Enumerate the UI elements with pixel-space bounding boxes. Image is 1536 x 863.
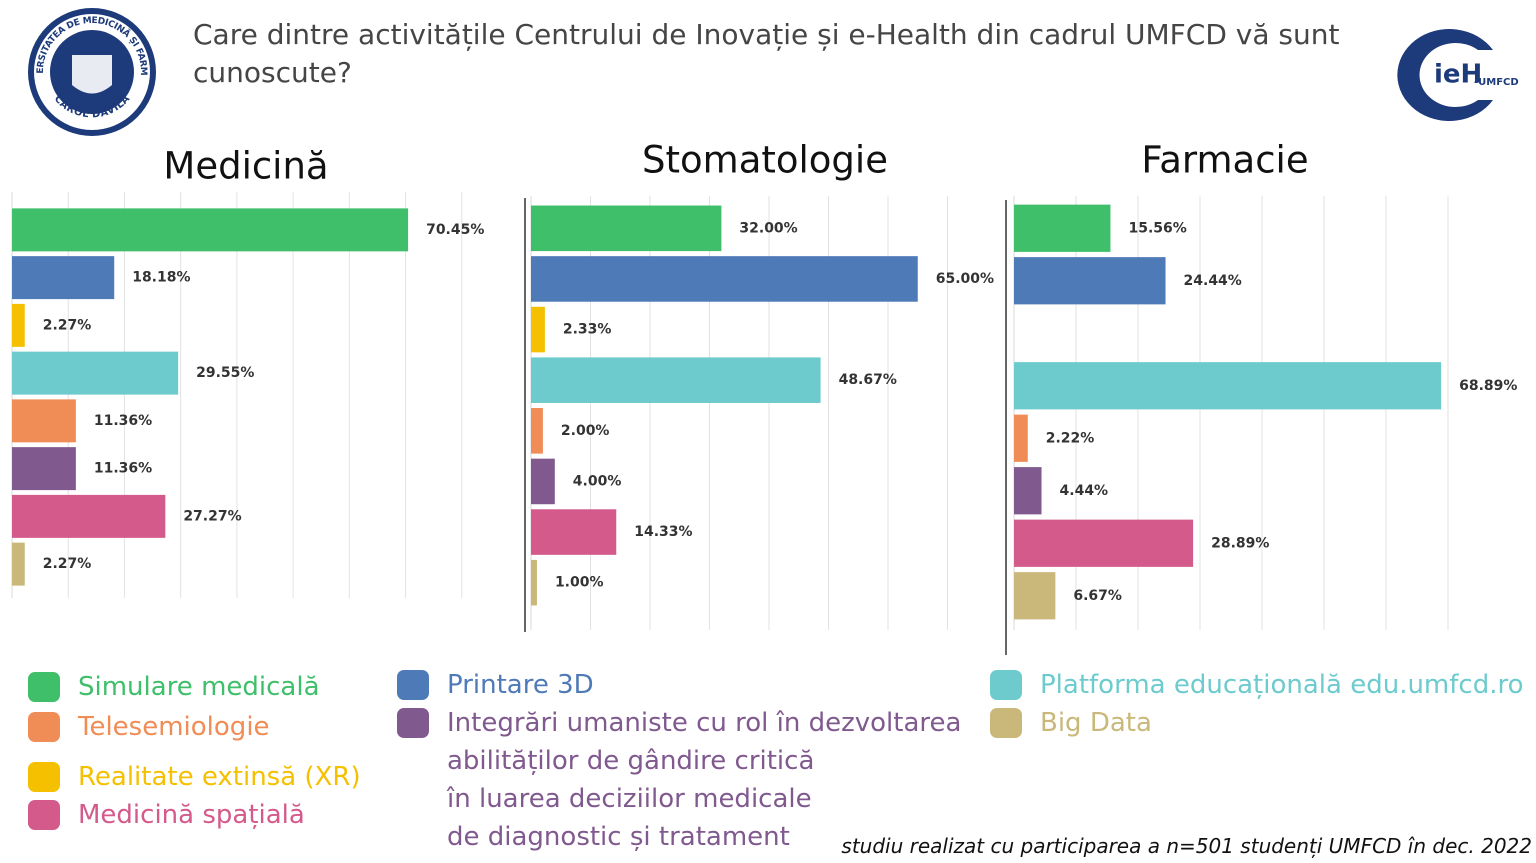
legend-item: Telesemiologie — [28, 712, 270, 746]
data-label: 68.89% — [1459, 378, 1517, 394]
panel-title: Farmacie — [1141, 139, 1308, 182]
data-label: 14.33% — [634, 524, 692, 540]
legend-label: Realitate extinsă (XR) — [78, 762, 361, 792]
bar — [531, 306, 545, 353]
legend-item: Platforma educațională edu.umfcd.ro — [990, 670, 1524, 704]
logo-left: UNIVERSITATEA DE MEDICINĂ ȘI FARMACIE CA… — [0, 0, 156, 136]
legend-label: Telesemiologie — [78, 712, 270, 742]
legend-swatch — [990, 670, 1022, 700]
bar — [1014, 257, 1166, 305]
bar — [531, 509, 617, 555]
bar — [12, 399, 76, 443]
data-label: 11.36% — [94, 461, 152, 477]
bar — [12, 303, 25, 347]
bar — [1014, 572, 1056, 620]
panel-title: Medicină — [163, 145, 328, 188]
bar — [531, 205, 722, 252]
data-label: 32.00% — [739, 220, 797, 236]
legend-item: Medicină spațială — [28, 800, 305, 834]
bar — [12, 542, 25, 586]
data-label: 29.55% — [196, 365, 254, 381]
data-label: 2.27% — [43, 556, 92, 572]
logo-text: -UMFCD — [1474, 77, 1519, 88]
bar — [531, 458, 555, 505]
legend-swatch — [28, 762, 60, 792]
bar — [1014, 204, 1111, 252]
data-label: 70.45% — [426, 222, 484, 238]
legend-item: Integrări umaniste cu rol în dezvoltarea… — [397, 708, 961, 856]
bar — [12, 208, 409, 252]
data-label: 24.44% — [1184, 273, 1242, 289]
data-label: 4.44% — [1060, 483, 1109, 499]
legend-label: Integrări umaniste cu rol în dezvoltarea… — [447, 708, 962, 852]
bar — [1014, 362, 1442, 410]
data-label: 4.00% — [573, 473, 622, 489]
data-label: 2.27% — [43, 317, 92, 333]
legend-swatch — [397, 708, 429, 738]
legend-label: Simulare medicală — [78, 672, 320, 702]
bar — [531, 408, 543, 454]
data-label: 2.22% — [1046, 430, 1095, 446]
bar — [12, 494, 166, 538]
data-label: 2.00% — [561, 423, 610, 439]
legend-swatch — [28, 672, 60, 702]
legend-item: Simulare medicală — [28, 672, 320, 706]
legend-item: Realitate extinsă (XR) — [28, 762, 361, 796]
data-label: 18.18% — [132, 270, 190, 286]
bar — [531, 559, 537, 606]
bar — [12, 256, 115, 300]
data-label: 27.27% — [183, 508, 241, 524]
data-label: 48.67% — [839, 372, 897, 388]
legend-label: Printare 3D — [447, 670, 594, 700]
data-label: 2.33% — [563, 322, 612, 338]
legend-item: Printare 3D — [397, 670, 594, 704]
footnote: studiu realizat cu participarea a n=501 … — [841, 834, 1532, 858]
legend-swatch — [990, 708, 1022, 738]
logo-text: ieH — [1434, 60, 1482, 90]
legend-label: Big Data — [1040, 708, 1152, 738]
legend-label: Platforma educațională edu.umfcd.ro — [1040, 670, 1524, 700]
bar — [531, 256, 918, 302]
bar — [531, 357, 821, 403]
data-label: 15.56% — [1128, 220, 1186, 236]
data-label: 65.00% — [936, 271, 994, 287]
title: Care dintre activitățile Centrului de In… — [193, 18, 1340, 89]
data-label: 28.89% — [1211, 535, 1269, 551]
data-label: 6.67% — [1073, 588, 1122, 604]
bar — [1014, 519, 1194, 567]
logo-right: ieH -UMFCD — [1397, 28, 1519, 121]
bar — [1014, 467, 1042, 515]
bar — [1014, 414, 1028, 462]
legend-swatch — [397, 670, 429, 700]
bar — [12, 447, 76, 491]
legend-item: Big Data — [990, 708, 1152, 742]
bar — [12, 351, 179, 395]
legend-label: Medicină spațială — [78, 800, 305, 830]
data-label: 11.36% — [94, 413, 152, 429]
legend-swatch — [28, 712, 60, 742]
legend-swatch — [28, 800, 60, 830]
data-label: 1.00% — [555, 575, 604, 591]
panel-title: Stomatologie — [642, 139, 888, 182]
